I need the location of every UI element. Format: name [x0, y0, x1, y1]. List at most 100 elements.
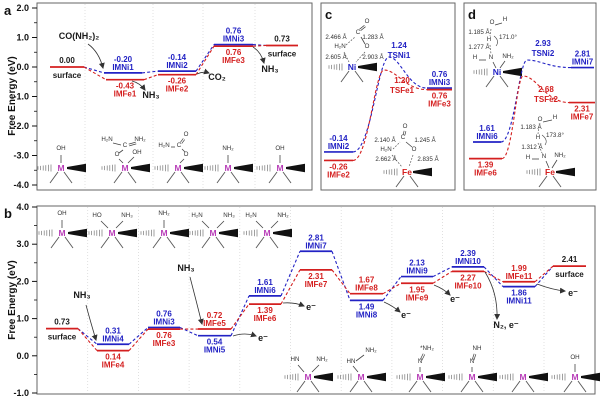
level-value-IMNi8: 1.49 — [359, 302, 375, 311]
ligand-label: O — [184, 131, 189, 138]
annotation-arrow — [196, 68, 210, 75]
y-tick-label: 1.0 — [16, 33, 29, 43]
level-name-IMFe2: IMFe2 — [166, 85, 189, 94]
ligand-label: HN — [291, 356, 300, 363]
level-name-IMFe3: IMFe3 — [428, 100, 451, 109]
ligand-label: N — [470, 358, 474, 365]
molecule-sketch: M H₂N NH₂ — [243, 212, 292, 249]
ligand-label: H₂N — [334, 43, 345, 50]
metal-atom-Fe: Fe — [545, 167, 555, 177]
metal-atom-M: M — [121, 163, 128, 173]
metal-atom-M: M — [263, 228, 270, 238]
pathway-ni — [500, 59, 572, 143]
level-value-IMNi11: 1.86 — [511, 289, 527, 298]
annotation-text: e⁻ — [568, 288, 578, 298]
level-value-surface: 2.41 — [562, 255, 578, 264]
level-value-IMNi7: 2.81 — [308, 233, 324, 242]
metal-atom-M: M — [468, 372, 475, 382]
y-tick-label: -4.0 — [13, 180, 29, 190]
pathway-fe — [77, 265, 554, 351]
level-name-surface: surface — [555, 270, 584, 279]
level-value-IMNi10: 2.39 — [460, 249, 476, 258]
ligand-label: NH₂ — [365, 347, 377, 354]
level-name-IMFe3: IMFe3 — [222, 56, 245, 65]
level-value-IMFe1: -0.43 — [116, 82, 135, 91]
annotation-text: NH₃ — [177, 263, 194, 273]
molecule-sketch: M OH — [38, 210, 87, 249]
ligand-label: N — [418, 358, 422, 365]
metal-atom-M: M — [276, 163, 283, 173]
level-name-IMNi1: IMNi1 — [112, 63, 134, 72]
level-value-IMNi3: 0.76 — [226, 27, 242, 36]
ligand-label: OH — [570, 354, 579, 361]
ligand-label: C — [123, 142, 128, 149]
ligand-label: OH — [132, 149, 141, 156]
level-name-surface: surface — [268, 49, 297, 58]
level-value-IMNi2: -0.14 — [168, 53, 187, 62]
annotation-text: CO₂ — [208, 72, 226, 82]
ts-value-TSNi2: 2.93 — [535, 39, 551, 48]
molecule-sketch: Ni OC 2.466 Å 1.283 Å H₂N O 2.605 Å 2.903 Å — [325, 18, 385, 83]
level-value-surface: 0.73 — [274, 34, 290, 43]
molecule-sketch: M OH — [256, 145, 305, 184]
ts-value-TSFe2: 2.68 — [538, 85, 554, 94]
annotation-arrow — [131, 80, 146, 91]
level-value-IMFe6: 1.39 — [257, 306, 273, 315]
ligand-label: O — [365, 43, 370, 50]
level-value-IMNi6: 1.61 — [257, 278, 273, 287]
level-name-IMFe11: IMFe11 — [506, 272, 533, 281]
molecule-sketch: M H₂N NH₂ CO OH — [101, 136, 150, 184]
metal-atom-M: M — [174, 163, 181, 173]
ligand-label: H₂N — [380, 146, 391, 153]
metal-atom-M: M — [224, 163, 231, 173]
level-name-IMNi5: IMNi5 — [204, 346, 226, 355]
ligand-label: 171.0° — [499, 34, 517, 41]
ts-value-TSNi1: 1.24 — [391, 41, 407, 50]
level-name-IMFe6: IMFe6 — [254, 314, 277, 323]
level-name-IMFe8: IMFe8 — [355, 284, 378, 293]
level-name-IMNi7: IMNi7 — [305, 241, 327, 250]
metal-atom-M: M — [57, 163, 64, 173]
level-name-IMFe6: IMFe6 — [474, 169, 497, 178]
level-name-surface: surface — [53, 71, 82, 80]
annotation-arrow — [252, 46, 266, 64]
ligand-label: NH₂ — [502, 53, 514, 60]
y-tick-label: 0.0 — [16, 62, 29, 72]
annotation-arrow — [383, 301, 401, 313]
level-value-IMFe3: 0.76 — [226, 48, 242, 57]
y-tick-label: 2.0 — [16, 3, 29, 13]
annotation-text: NH₃ — [261, 64, 278, 74]
ligand-label: C — [356, 29, 361, 36]
y-tick-label: -2.0 — [13, 121, 29, 131]
ligand-label: 1.312 Å — [521, 144, 543, 151]
level-name-IMFe2: IMFe2 — [327, 170, 350, 179]
level-name-IMFe3: IMFe3 — [153, 339, 176, 348]
level-name-IMFe7: IMFe7 — [571, 113, 594, 122]
pathway-ni — [77, 251, 554, 345]
molecule-sketch: NiO H1.185 ÅH 171.0°1.277 ÅH N NH₂ — [468, 16, 522, 88]
y-tick-label: -1.0 — [13, 388, 29, 398]
ligand-label: H — [473, 54, 477, 61]
metal-atom-M: M — [108, 228, 115, 238]
level-value-IMNi3: 0.76 — [156, 310, 172, 319]
ligand-label: 2.466 Å — [325, 34, 347, 41]
ligand-label: O — [490, 19, 495, 26]
level-value-IMFe10: 2.27 — [460, 273, 476, 282]
metal-atom-M: M — [357, 372, 364, 382]
pathway-ni — [83, 44, 267, 74]
y-axis-title-a: Free Energy (eV) — [7, 56, 18, 136]
annotation-text: e⁻ — [306, 302, 316, 312]
ligand-label: C — [177, 142, 182, 149]
ligand-label: OH — [57, 210, 66, 217]
ligand-label: OH — [56, 145, 65, 152]
y-tick-label: 3.0 — [16, 239, 29, 249]
level-name-IMNi3: IMNi3 — [429, 78, 451, 87]
annotation-text: e⁻ — [450, 294, 460, 304]
level-name-IMFe10: IMFe10 — [454, 281, 482, 290]
level-name-IMNi8: IMNi8 — [356, 310, 378, 319]
ligand-label: NH₂ — [134, 136, 146, 143]
level-value-IMFe11: 1.99 — [511, 264, 527, 273]
level-name-IMNi7: IMNi7 — [572, 58, 594, 67]
